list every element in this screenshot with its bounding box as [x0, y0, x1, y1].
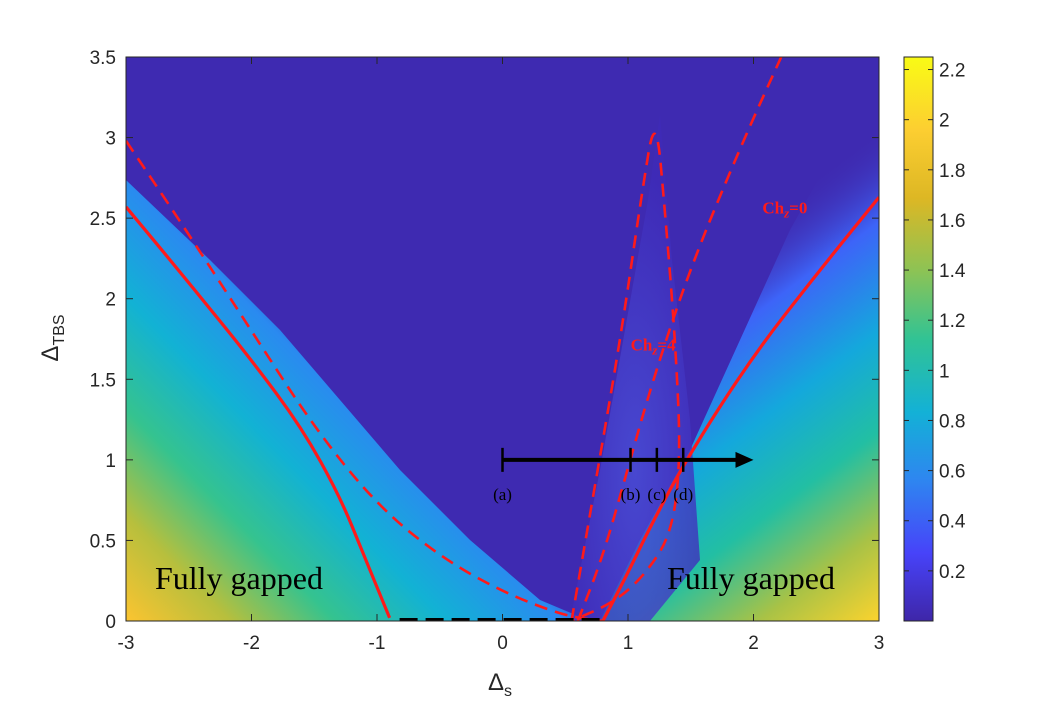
colorbar-tick-label: 1.4 [939, 261, 966, 282]
colorbar-tick-label: 0.8 [939, 411, 965, 432]
colorbar [903, 56, 934, 622]
curve-label: Chz=4 [631, 335, 676, 357]
x-tick-label: -2 [243, 633, 260, 654]
colorbar-tick-label: 0.4 [939, 512, 966, 533]
region-label: Fully gapped [667, 560, 835, 596]
region-label: Fully gapped [155, 560, 323, 596]
colorbar-tick-label: 1.6 [939, 211, 965, 232]
y-tick-label: 3 [105, 129, 116, 150]
colorbar-tick-label: 2 [939, 111, 950, 132]
y-axis-label-main: Δ [37, 346, 64, 362]
annotation-layer: (a) (b) (c) (d)Fully gapped Fully gappedChz=… [155, 198, 835, 595]
path-arrow-layer [502, 451, 754, 468]
path-point-label: (a) [493, 485, 512, 504]
curve-solid-right [601, 196, 879, 621]
colorbar-tick-label: 2.2 [939, 61, 965, 82]
y-tick-label: 2 [105, 290, 116, 311]
curve-dashed-outer-left [126, 140, 604, 621]
y-tick-label: 1 [105, 451, 116, 472]
path-point-label: (d) [673, 485, 693, 504]
curve-dashed-lens [570, 132, 681, 621]
curve-label-suffix: =4 [657, 335, 676, 354]
x-axis-ticks: -3 -2 -1 0 1 2 3 [118, 57, 885, 654]
y-tick-label: 3.5 [90, 48, 116, 69]
x-tick-label: 0 [497, 633, 508, 654]
curve-solid-left [126, 205, 392, 619]
heatmap-region-left [126, 180, 590, 621]
x-tick-label: -3 [118, 633, 135, 654]
x-tick-label: 2 [748, 633, 759, 654]
colorbar-tick-label: 1.2 [939, 311, 965, 332]
path-point-label: (b) [621, 485, 641, 504]
curve-label-sub: z [651, 342, 658, 357]
curve-label-sub: z [783, 205, 790, 220]
colorbar-tick-label: 1 [939, 361, 950, 382]
colorbar-tick-label: 1.8 [939, 161, 965, 182]
x-tick-label: 3 [874, 633, 885, 654]
x-tick-label: -1 [369, 633, 386, 654]
x-tick-label: 1 [623, 633, 634, 654]
phase-boundary-curves [126, 57, 879, 621]
colorbar-tick-label: 0.6 [939, 462, 965, 483]
y-axis-label: ΔTBS [37, 314, 68, 361]
x-axis-label-sub: s [504, 683, 512, 700]
curve-dashed-outer-right [576, 57, 783, 621]
x-axis-label: Δs [488, 669, 512, 700]
y-tick-label: 0 [105, 612, 116, 633]
curve-label-main: Ch [631, 335, 653, 354]
x-axis-label-main: Δ [488, 669, 504, 696]
colorbar-ticks: 0.2 0.4 0.6 0.8 1 1.2 1.4 1.6 1.8 2 2.2 [904, 61, 966, 583]
y-axis-ticks: 0 0.5 1 1.5 2 2.5 3 3.5 [90, 48, 879, 633]
curve-label-suffix: =0 [789, 198, 807, 217]
y-tick-label: 2.5 [90, 209, 116, 230]
y-tick-label: 0.5 [90, 531, 116, 552]
colorbar-tick-label: 0.2 [939, 562, 965, 583]
y-axis-label-sub: TBS [51, 314, 68, 345]
path-point-label: (c) [647, 485, 666, 504]
curve-label: Chz=0 [762, 198, 807, 220]
curve-label-main: Ch [762, 198, 784, 217]
y-tick-label: 1.5 [90, 370, 116, 391]
path-arrow-head [735, 451, 754, 468]
